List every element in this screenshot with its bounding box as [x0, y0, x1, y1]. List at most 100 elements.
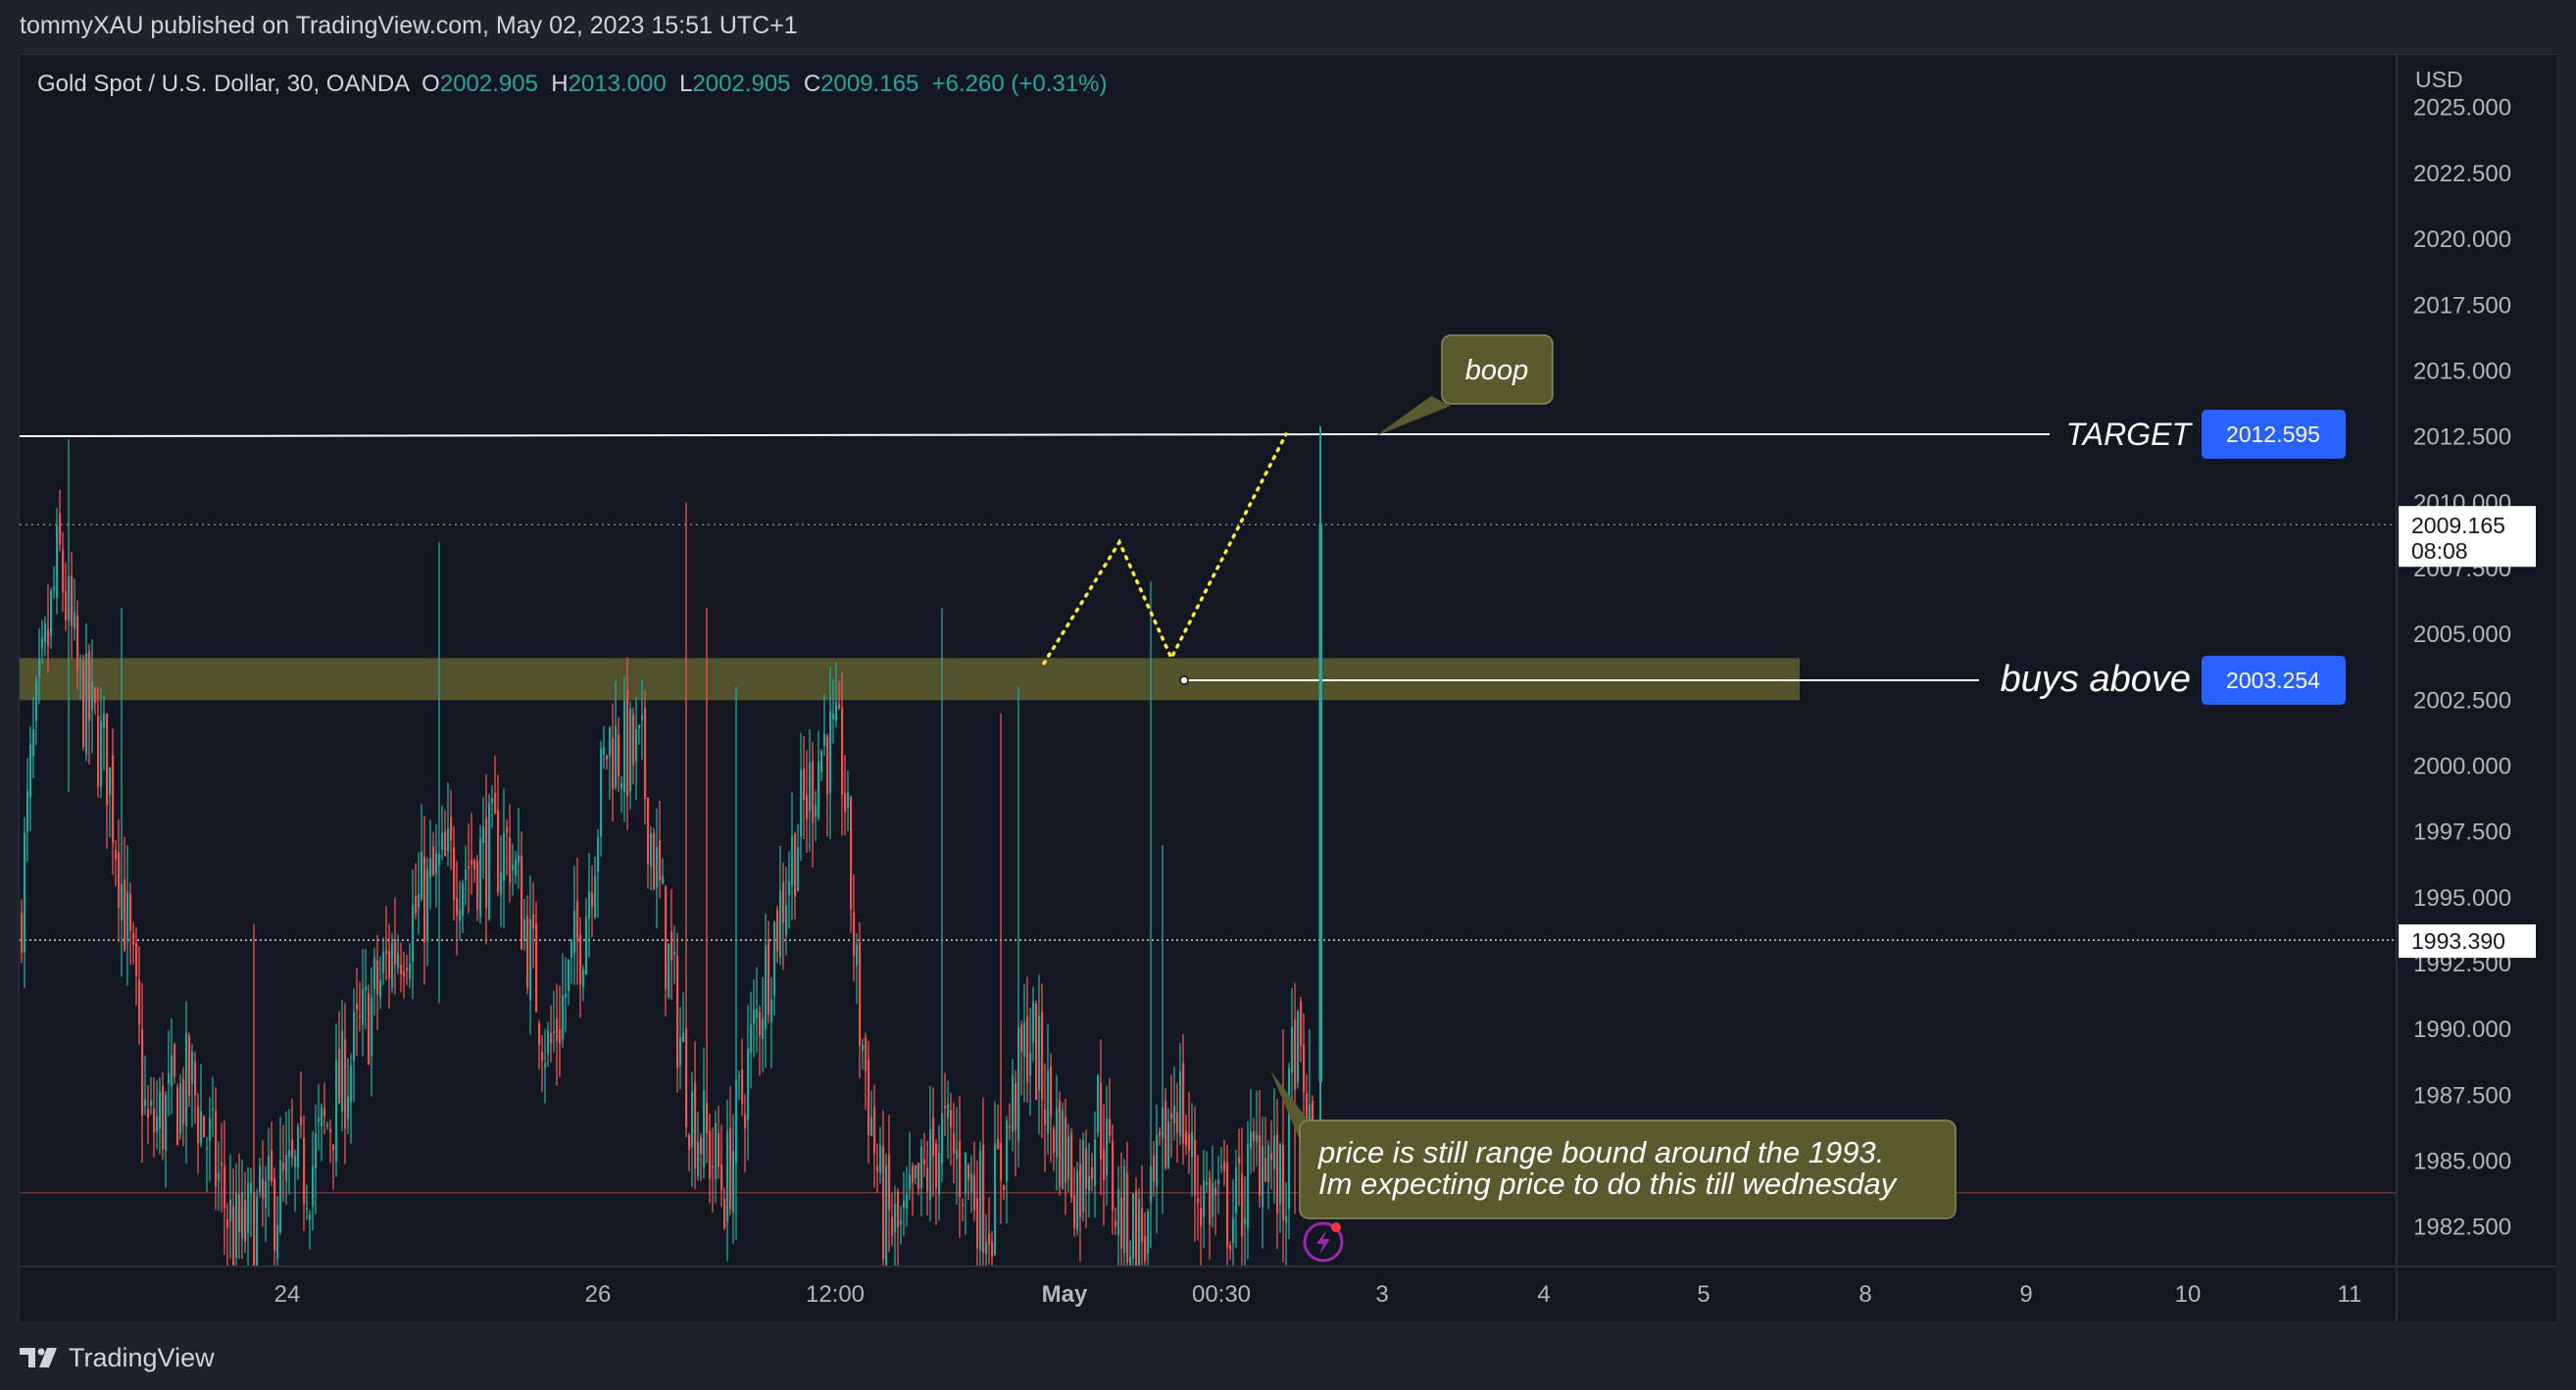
candle-body — [800, 769, 803, 837]
candle-body — [600, 748, 603, 837]
candle-body — [579, 934, 582, 985]
open-label: O — [421, 71, 440, 97]
boop-callout[interactable]: boop — [1375, 334, 1554, 436]
candle-body — [770, 999, 773, 1022]
candle-body — [835, 702, 838, 720]
candle-body — [982, 1144, 985, 1254]
candle-body — [182, 1078, 185, 1125]
candle-body — [912, 1166, 915, 1183]
candle-body — [812, 761, 815, 823]
chart-frame[interactable]: boop price is still range bound around th… — [19, 54, 2556, 1321]
candle-body — [191, 1051, 194, 1084]
candle-body — [1303, 1044, 1306, 1092]
candle-body — [229, 1199, 232, 1222]
candle-body — [585, 916, 588, 975]
candle-body — [497, 810, 500, 893]
candle-body — [959, 1141, 962, 1198]
candle-body — [244, 1200, 247, 1242]
candle-body — [56, 524, 59, 599]
candle-body — [173, 1044, 176, 1077]
candle-body — [732, 1151, 735, 1213]
candle-body — [1259, 1135, 1262, 1196]
candle-body — [1103, 1149, 1106, 1180]
x-tick-label: 3 — [1375, 1281, 1388, 1308]
candle-body — [673, 951, 676, 955]
candle-body — [776, 910, 779, 952]
candle-body — [435, 853, 438, 875]
candle-body — [944, 1106, 947, 1109]
candle-body — [1056, 1108, 1059, 1158]
candle-body — [906, 1194, 909, 1210]
candle-body — [1238, 1156, 1241, 1164]
top-bar: tommyXAU published on TradingView.com, M… — [0, 0, 2576, 51]
buys-above-label[interactable]: buys above 2003.254 — [2001, 656, 2346, 706]
tradingview-logo[interactable]: TradingView — [20, 1343, 215, 1373]
candle-body — [50, 590, 53, 636]
candle-body — [53, 586, 56, 590]
candle-body — [1085, 1148, 1088, 1189]
candle-body — [947, 1104, 950, 1118]
target-value: 2012.595 — [2226, 422, 2320, 447]
candle-body — [632, 714, 635, 766]
candle-body — [350, 1066, 353, 1103]
crosshair-price-value: 1993.390 — [2411, 928, 2505, 954]
candle-body — [353, 1012, 356, 1062]
candle-body — [756, 1009, 759, 1018]
candle-body — [468, 866, 471, 869]
boop-callout-tail — [1375, 396, 1451, 436]
candle-body — [706, 1103, 709, 1134]
lightning-icon[interactable] — [1303, 1221, 1344, 1263]
candle-body — [556, 1018, 559, 1042]
candle-body — [612, 737, 615, 790]
candle-body — [1182, 1062, 1185, 1144]
candle-body — [282, 1162, 285, 1171]
range-callout[interactable]: price is still range bound around the 19… — [1270, 1070, 1957, 1219]
buys-above-name: buys above — [2001, 659, 2191, 700]
candle-body — [391, 942, 394, 988]
y-tick-label: 2002.500 — [2413, 687, 2511, 714]
candle-body — [406, 968, 409, 971]
candle-body — [76, 616, 79, 671]
candle-body — [700, 1137, 703, 1155]
candle-body — [297, 1126, 300, 1167]
y-tick-label: 1995.000 — [2413, 885, 2511, 912]
candle-body — [447, 828, 450, 852]
candle-body — [241, 1191, 244, 1239]
candle-body — [1017, 1026, 1020, 1141]
last-price-value: 2009.165 — [2411, 513, 2505, 538]
candle-body — [762, 1018, 765, 1040]
candle-body — [1247, 1144, 1250, 1228]
candle-body — [962, 1204, 965, 1207]
candle-body — [503, 832, 506, 881]
chart-svg[interactable]: boop price is still range bound around th… — [20, 55, 2556, 1321]
x-tick-label: 12:00 — [806, 1281, 865, 1308]
target-name: TARGET — [2066, 417, 2194, 452]
candle-body — [1185, 1131, 1188, 1147]
candle-body — [603, 747, 606, 755]
candle-body — [418, 894, 421, 908]
candle-body — [1285, 1216, 1288, 1223]
candle-body — [709, 1130, 712, 1179]
candle-body — [315, 1133, 318, 1169]
candle-body — [235, 1193, 238, 1258]
candle-body — [765, 945, 768, 1029]
candle-body — [26, 790, 29, 832]
candle-body — [132, 933, 135, 946]
candle-body — [1062, 1110, 1065, 1189]
candle-body — [309, 1214, 312, 1220]
candle-body — [97, 716, 100, 787]
candle-body — [415, 895, 418, 914]
candle-body — [109, 768, 112, 795]
candle-body — [1035, 1004, 1038, 1100]
candle-body — [506, 826, 509, 833]
candle-body — [1015, 1082, 1017, 1131]
candle-body — [288, 1150, 291, 1158]
candle-body — [759, 1012, 762, 1036]
candle-body — [1279, 1144, 1282, 1205]
candle-body — [997, 1139, 1000, 1150]
buys-above-anchor[interactable] — [1179, 675, 1189, 685]
price-axis-bg — [2397, 55, 2556, 1321]
high-value: 2013.000 — [569, 71, 679, 97]
target-label[interactable]: TARGET 2012.595 — [2066, 410, 2346, 460]
